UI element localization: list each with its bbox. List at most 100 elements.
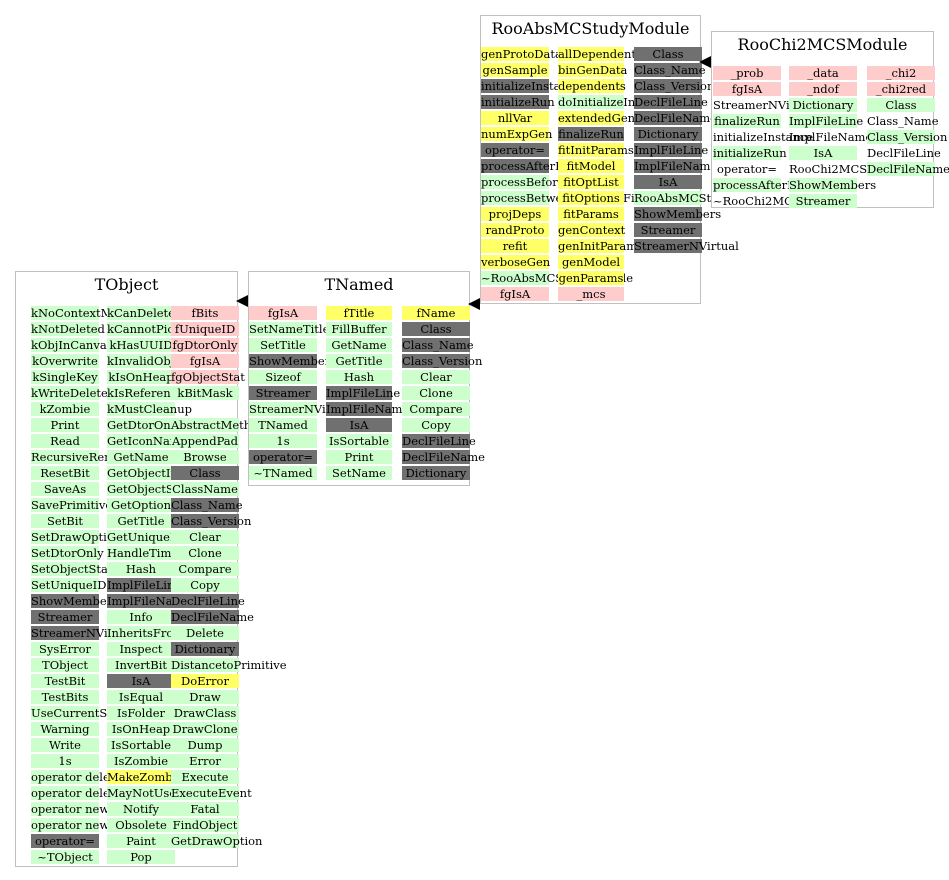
member-cell: InvertBit — [107, 658, 175, 672]
member-cell: GetObjectStat — [107, 482, 190, 496]
member-cell: kWriteDelete — [31, 386, 108, 400]
member-cell: ResetBit — [31, 466, 99, 480]
member-cell: Class — [634, 47, 702, 61]
member-cell: projDeps — [481, 207, 549, 221]
member-cell: 1s — [31, 754, 99, 768]
member-cell: Delete — [171, 626, 239, 640]
member-cell: SysError — [31, 642, 99, 656]
member-cell: Clear — [402, 370, 470, 384]
member-cell: fitModel — [558, 159, 624, 173]
member-cell: ImplFileName — [326, 402, 410, 416]
member-cell: GetUniqueID — [107, 530, 184, 544]
class-box-tobject: TObject kNoContextMenu kNotDeleted kObjInC… — [15, 271, 287, 867]
member-cell: genModel — [558, 255, 624, 269]
member-cell: Class_Name — [171, 498, 243, 512]
member-cell: ImplFileLine — [634, 143, 709, 157]
member-cell: 1s — [249, 434, 317, 448]
class-box-rooabsmcstudymodule: RooAbsMCStudyModule genProtoData genSampl… — [480, 15, 776, 304]
member-cell: Inspect — [107, 642, 175, 656]
member-cell: initializeRun — [713, 146, 787, 160]
member-cell: kHasUUID — [107, 338, 175, 352]
member-cell: Warning — [31, 722, 99, 736]
member-cell: Class_Version — [402, 354, 483, 368]
member-cell: IsA — [107, 674, 175, 688]
member-cell: operator delete[] — [31, 786, 131, 800]
member-cell: fitParams — [558, 207, 624, 221]
member-cell: nllVar — [481, 111, 549, 125]
member-cell: Fatal — [171, 802, 239, 816]
member-cell: doInitializeInstance — [558, 95, 674, 109]
member-cell: Class_Version — [634, 79, 715, 93]
member-cell: Print — [326, 450, 392, 464]
member-cell: operator= — [716, 162, 778, 176]
member-cell: Class_Name — [402, 338, 474, 352]
member-cell: Class — [867, 98, 935, 112]
member-cell: operator= — [249, 450, 317, 464]
member-cell: MayNotUse — [107, 786, 177, 800]
member-cell: StreamerNVirtual — [249, 402, 354, 416]
member-cell: Print — [31, 418, 99, 432]
member-cell: kIsReferenced — [107, 386, 192, 400]
inheritance-arrow-roochi2-to-rooabs — [699, 56, 711, 68]
member-cell: GetDtorOnly — [107, 418, 181, 432]
class-box-tnamed: TNamed fgIsA SetNameTitle SetTitle ShowMemb… — [248, 271, 485, 486]
member-cell: processAfterFit — [713, 178, 804, 192]
member-cell: Info — [107, 610, 175, 624]
member-cell: ~RooAbsMCStudyModule — [481, 271, 633, 285]
member-cell: Write — [31, 738, 99, 752]
member-cell: fitOptList — [558, 175, 624, 189]
class-box-roochi2mcsmodule: RooChi2MCSModule _prob fgIsA StreamerNVirt… — [711, 31, 949, 208]
member-cell: ImplFileName — [634, 159, 718, 173]
member-cell: IsEqual — [107, 690, 175, 704]
class-title: TObject — [94, 275, 159, 294]
member-cell: kInvalidObject — [107, 354, 193, 368]
member-cell: operator new[] — [31, 818, 119, 832]
member-cell: Compare — [402, 402, 470, 416]
member-cell: fBits — [171, 306, 239, 320]
member-cell: processAfterFit — [481, 159, 572, 173]
member-cell: Dictionary — [171, 642, 239, 656]
member-cell: IsFolder — [107, 706, 175, 720]
member-cell: FillBuffer — [326, 322, 392, 336]
member-cell: Read — [31, 434, 99, 448]
member-cell: operator new — [31, 802, 110, 816]
member-cell: Browse — [171, 450, 239, 464]
member-cell: initializeRun — [481, 95, 555, 109]
member-cell: fitInitParams — [558, 143, 634, 157]
member-cell: ImplFileName — [789, 130, 873, 144]
member-cell: Streamer — [31, 610, 99, 624]
member-cell: kCanDelete — [107, 306, 175, 320]
member-cell: genProtoData — [481, 47, 562, 61]
member-cell: Class_Name — [634, 63, 706, 77]
member-cell: GetTitle — [107, 514, 175, 528]
member-cell: UseCurrentStyle — [31, 706, 129, 720]
member-cell: Class_Version — [171, 514, 252, 528]
member-cell: ~RooChi2MCSModule — [713, 194, 845, 208]
member-cell: fTitle — [326, 306, 392, 320]
member-cell: genContext — [558, 223, 626, 237]
member-cell: DrawClass — [171, 706, 239, 720]
member-cell: Draw — [171, 690, 239, 704]
member-cell: ShowMembers — [634, 207, 722, 221]
member-cell: GetName — [326, 338, 392, 352]
member-cell: initializeInstance — [481, 79, 582, 93]
member-cell: TNamed — [249, 418, 317, 432]
member-cell: StreamerNVirtual — [31, 626, 136, 640]
member-cell: fName — [402, 306, 470, 320]
member-cell: RecursiveRemove — [31, 450, 136, 464]
member-cell: DeclFileLine — [867, 146, 941, 160]
member-cell: IsSortable — [107, 738, 175, 752]
member-cell: ~TObject — [31, 850, 99, 864]
member-cell: DeclFileName — [867, 162, 949, 176]
member-cell: AppendPad — [171, 434, 239, 448]
member-cell: Streamer — [249, 386, 317, 400]
member-cell: Paint — [107, 834, 175, 848]
member-cell: _chi2red — [867, 82, 935, 96]
member-cell: _mcs — [558, 287, 624, 301]
member-cell: operator delete — [31, 770, 122, 784]
member-cell: Class_Name — [867, 114, 939, 128]
member-cell: SetTitle — [249, 338, 317, 352]
member-cell: SetNameTitle — [249, 322, 330, 336]
member-cell: finalizeRun — [713, 114, 781, 128]
member-cell: kBitMask — [171, 386, 239, 400]
